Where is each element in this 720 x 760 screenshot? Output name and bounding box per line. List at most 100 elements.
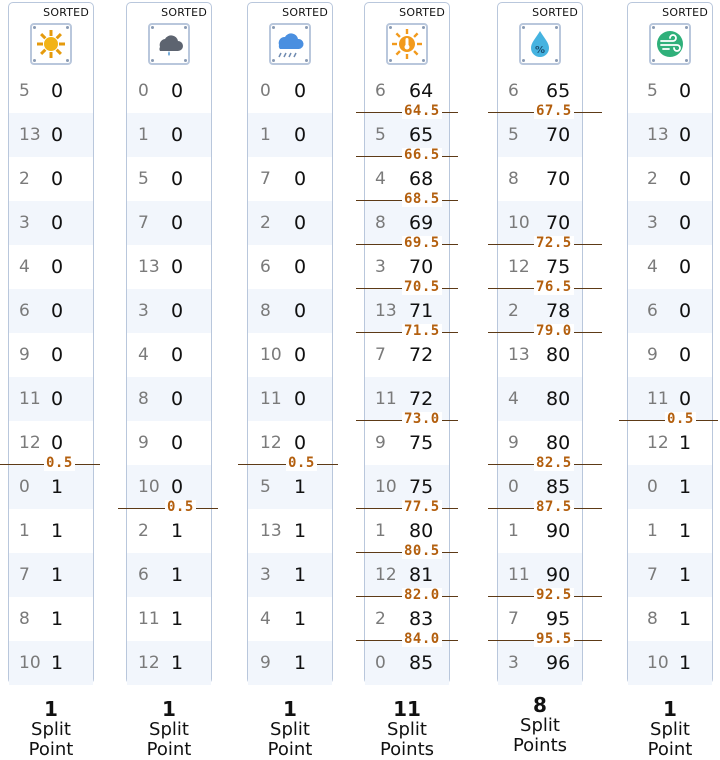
sorted-label: SORTED	[532, 6, 578, 19]
row-index: 10	[375, 477, 397, 497]
row-value: 95	[546, 608, 571, 630]
row-value: 0	[679, 388, 692, 410]
row-value: 1	[294, 476, 307, 498]
row-index: 7	[647, 565, 658, 585]
caption-text: Point	[28, 739, 74, 760]
split-count-caption: 8 Split Points	[490, 694, 590, 756]
row-value: 1	[294, 564, 307, 586]
row-value: 0	[171, 168, 184, 190]
row-value: 0	[51, 124, 64, 146]
row-index: 5	[138, 169, 149, 189]
row-index: 6	[138, 565, 149, 585]
row-value: 1	[171, 652, 184, 674]
row-index: 10	[260, 345, 282, 365]
row-index: 0	[138, 81, 149, 101]
row-value: 96	[546, 652, 571, 674]
icon-frame-dot	[151, 59, 154, 62]
feature-column-5: SORTED 5 0 13 0 2 0 3 0 4 0 6 0 9 0 11 0 12 1 0 1 1 1 7 1 8 1 10 1	[627, 2, 713, 685]
caption-text: Split	[520, 715, 560, 736]
table-row: 5 70	[498, 113, 582, 157]
icon-frame-dot	[184, 26, 187, 29]
row-index: 10	[647, 653, 669, 673]
split-threshold-label: 82.5	[534, 455, 574, 471]
row-value: 1	[679, 652, 692, 674]
table-row: 12 1	[127, 641, 211, 685]
row-index: 4	[647, 257, 658, 277]
row-value: 0	[294, 124, 307, 146]
row-index: 12	[375, 565, 397, 585]
row-index: 3	[260, 565, 271, 585]
row-value: 0	[171, 476, 184, 498]
row-index: 2	[647, 169, 658, 189]
row-value: 75	[409, 476, 434, 498]
row-value: 0	[171, 124, 184, 146]
svg-text:%: %	[535, 45, 545, 56]
feature-column-1: SORTED 0 0 1 0 5 0 7 0 13 0 3 0 4 0 8 0 9 0 10 0 2 1 6 1 11 1 12 1	[126, 2, 212, 685]
caption-text: Points	[512, 735, 568, 756]
row-value: 1	[679, 520, 692, 542]
icon-frame-dot	[151, 26, 154, 29]
row-value: 0	[171, 388, 184, 410]
sorted-rows: 0 0 1 0 5 0 7 0 13 0 3 0 4 0 8 0 9 0 10 0 2 1 6 1 11 1 12 1	[127, 69, 211, 685]
sorted-rows: 0 0 1 0 7 0 2 0 6 0 8 0 10 0 11 0 12 0 5 1 13 1 3 1 4 1 9 1	[248, 69, 332, 685]
row-value: 75	[409, 432, 434, 454]
row-value: 90	[546, 520, 571, 542]
split-threshold-label: 69.5	[402, 235, 442, 251]
row-value: 0	[171, 344, 184, 366]
row-index: 8	[375, 213, 386, 233]
table-row: 9 80	[498, 421, 582, 465]
sorted-label: SORTED	[282, 6, 328, 19]
row-value: 68	[409, 168, 434, 190]
row-value: 0	[51, 432, 64, 454]
row-value: 0	[171, 212, 184, 234]
icon-frame-dot	[555, 26, 558, 29]
table-row: 13 0	[628, 113, 712, 157]
row-index: 2	[508, 301, 519, 321]
icon-frame-dot	[305, 26, 308, 29]
row-index: 13	[647, 125, 669, 145]
split-count: 1	[44, 697, 58, 721]
row-index: 13	[260, 521, 282, 541]
row-index: 9	[508, 433, 519, 453]
split-threshold-label: 0.5	[44, 455, 75, 471]
split-count: 11	[393, 697, 421, 721]
row-value: 0	[679, 124, 692, 146]
table-row: 13 0	[9, 113, 93, 157]
icon-frame-dot	[66, 26, 69, 29]
row-value: 0	[51, 300, 64, 322]
caption-text: Split	[270, 719, 310, 740]
row-index: 11	[647, 389, 669, 409]
row-index: 1	[508, 521, 519, 541]
row-value: 70	[546, 124, 571, 146]
row-value: 0	[679, 344, 692, 366]
row-value: 1	[294, 520, 307, 542]
row-index: 9	[138, 433, 149, 453]
split-count-caption: 1 Split Point	[240, 698, 340, 760]
caption-text: Split	[149, 719, 189, 740]
icon-frame-dot	[652, 59, 655, 62]
row-value: 65	[546, 80, 571, 102]
sorted-label: SORTED	[399, 6, 445, 19]
icon-frame-dot	[389, 26, 392, 29]
row-value: 83	[409, 608, 434, 630]
split-count: 8	[533, 693, 547, 717]
row-value: 80	[546, 388, 571, 410]
row-value: 1	[51, 476, 64, 498]
wind-icon	[649, 23, 691, 65]
row-index: 2	[375, 609, 386, 629]
row-value: 72	[409, 388, 434, 410]
humidity-drop-icon: %	[519, 23, 561, 65]
row-value: 80	[546, 432, 571, 454]
